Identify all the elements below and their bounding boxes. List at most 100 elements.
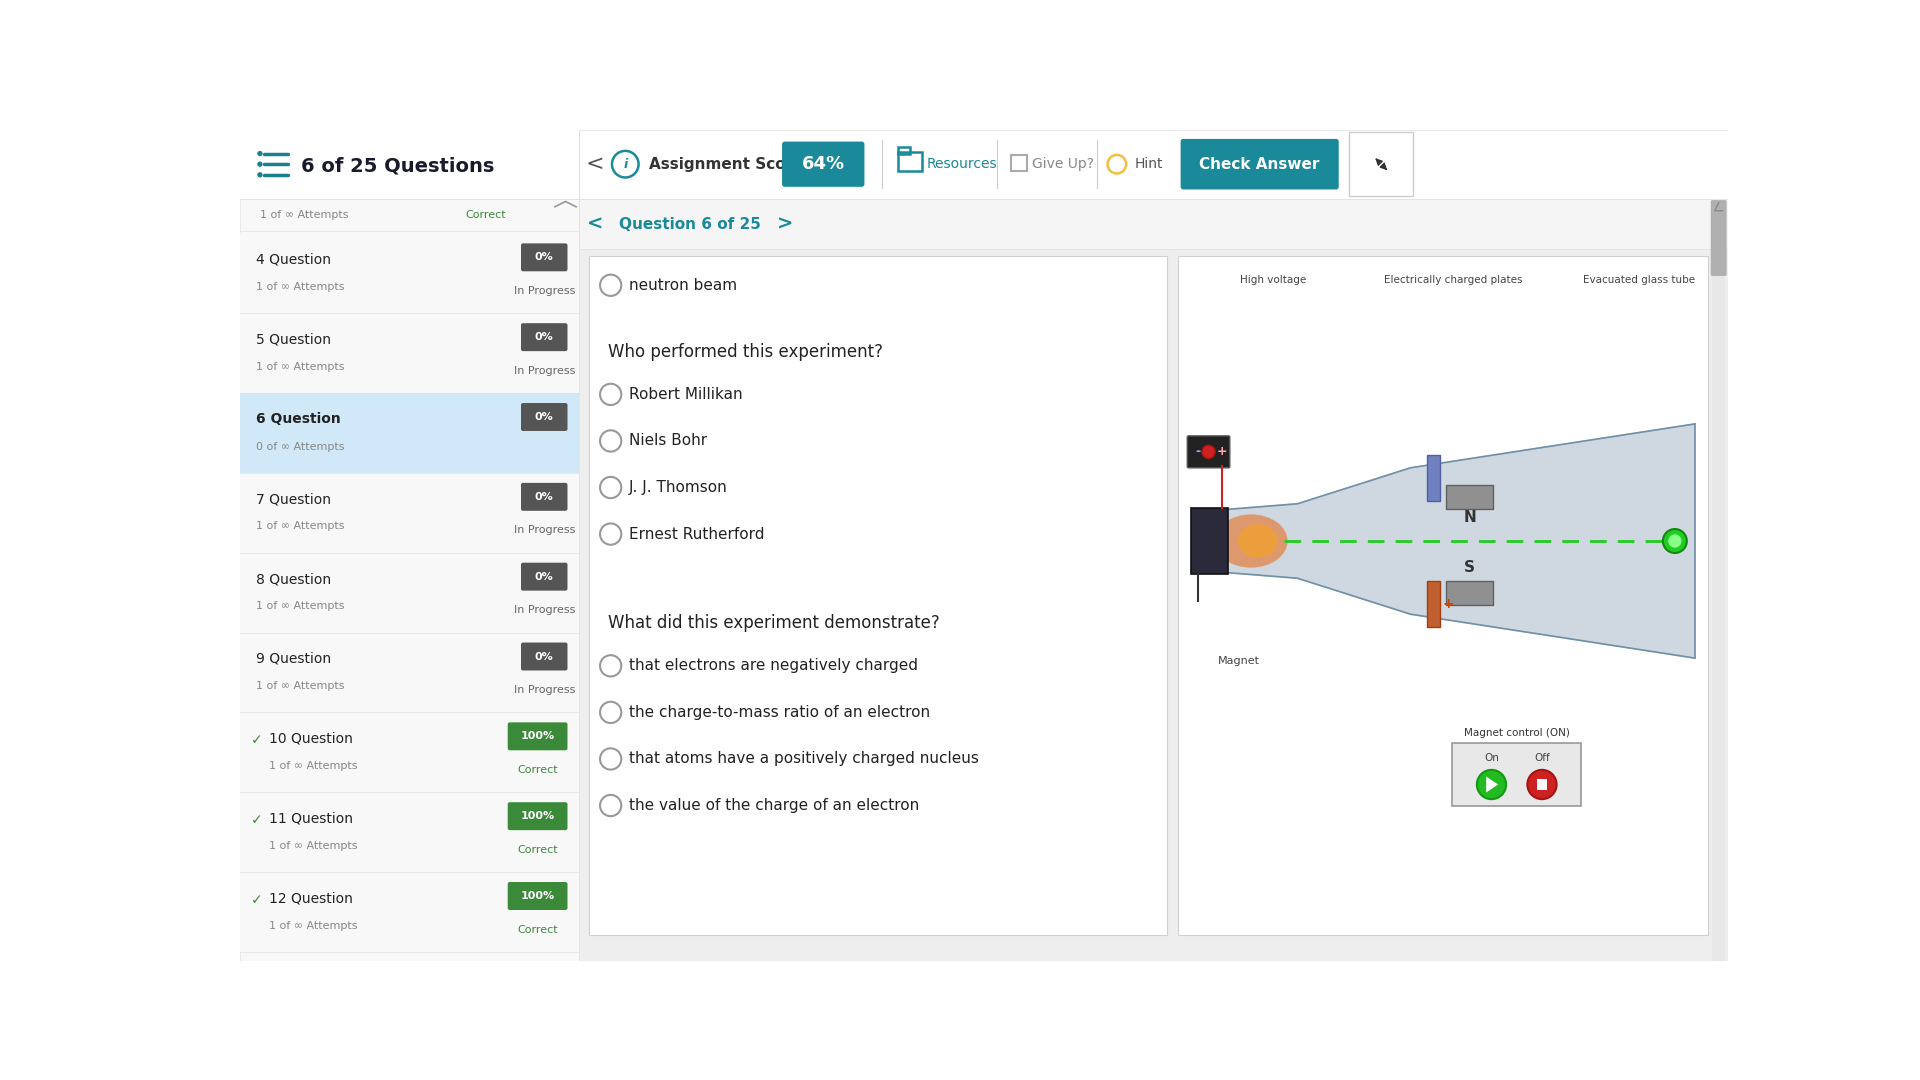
Text: 10 Question: 10 Question [269, 732, 353, 745]
Circle shape [1663, 529, 1688, 553]
Text: that electrons are negatively charged: that electrons are negatively charged [630, 659, 918, 673]
FancyBboxPatch shape [520, 243, 568, 271]
Text: N: N [1463, 510, 1476, 525]
FancyBboxPatch shape [1713, 199, 1726, 961]
FancyBboxPatch shape [589, 256, 1167, 934]
Text: 11 Question: 11 Question [269, 811, 353, 825]
Text: 1 of ∞ Attempts: 1 of ∞ Attempts [269, 840, 357, 851]
Text: 0%: 0% [536, 491, 553, 502]
FancyBboxPatch shape [240, 130, 578, 199]
Circle shape [1668, 535, 1682, 548]
Text: 1 of ∞ Attempts: 1 of ∞ Attempts [259, 210, 348, 219]
Text: 1 of ∞ Attempts: 1 of ∞ Attempts [255, 282, 344, 292]
FancyBboxPatch shape [1350, 132, 1413, 197]
Text: Ernest Rutherford: Ernest Rutherford [630, 527, 764, 541]
Text: 100%: 100% [520, 731, 555, 741]
Text: Off: Off [1534, 753, 1549, 762]
Text: 4 Question: 4 Question [255, 253, 330, 267]
Text: Who performed this experiment?: Who performed this experiment? [609, 342, 883, 361]
FancyBboxPatch shape [240, 633, 578, 713]
FancyBboxPatch shape [507, 802, 568, 831]
Text: Robert Millikan: Robert Millikan [630, 387, 743, 402]
FancyBboxPatch shape [1446, 581, 1494, 605]
FancyBboxPatch shape [1427, 581, 1440, 627]
FancyBboxPatch shape [1536, 779, 1548, 789]
Text: 0%: 0% [536, 253, 553, 262]
Ellipse shape [1215, 514, 1288, 568]
FancyBboxPatch shape [240, 130, 1728, 199]
FancyBboxPatch shape [1187, 436, 1231, 468]
Text: +: + [1217, 445, 1227, 458]
Text: 0%: 0% [536, 651, 553, 662]
Text: +: + [1442, 596, 1453, 610]
FancyBboxPatch shape [240, 713, 578, 793]
Text: -: - [1196, 445, 1200, 458]
FancyBboxPatch shape [520, 563, 568, 591]
Text: ✓: ✓ [252, 893, 263, 907]
Text: 1 of ∞ Attempts: 1 of ∞ Attempts [255, 602, 344, 611]
Text: 1 of ∞ Attempts: 1 of ∞ Attempts [255, 362, 344, 372]
FancyBboxPatch shape [240, 473, 578, 553]
Text: 6 of 25 Questions: 6 of 25 Questions [301, 156, 495, 175]
Text: On: On [1484, 753, 1500, 762]
Text: the value of the charge of an electron: the value of the charge of an electron [630, 798, 920, 813]
Text: Correct: Correct [516, 765, 559, 774]
Text: In Progress: In Progress [513, 605, 574, 616]
FancyBboxPatch shape [240, 233, 578, 313]
Text: 0%: 0% [536, 333, 553, 342]
Text: 100%: 100% [520, 811, 555, 821]
Text: Correct: Correct [516, 924, 559, 934]
Text: High voltage: High voltage [1240, 274, 1306, 285]
Text: 0 of ∞ Attempts: 0 of ∞ Attempts [255, 442, 344, 451]
Text: 7 Question: 7 Question [255, 492, 330, 507]
Text: that atoms have a positively charged nucleus: that atoms have a positively charged nuc… [630, 752, 979, 767]
Text: 12 Question: 12 Question [269, 891, 353, 905]
FancyBboxPatch shape [1711, 200, 1726, 276]
Text: >: > [776, 215, 793, 233]
Circle shape [257, 172, 263, 177]
Text: 1 of ∞ Attempts: 1 of ∞ Attempts [255, 681, 344, 691]
Text: 6 Question: 6 Question [255, 413, 340, 427]
Text: Hint: Hint [1135, 158, 1164, 172]
Text: i: i [624, 159, 628, 172]
Text: <: < [586, 154, 605, 174]
Text: Correct: Correct [516, 845, 559, 854]
FancyBboxPatch shape [1181, 139, 1338, 189]
Text: neutron beam: neutron beam [630, 278, 737, 293]
FancyBboxPatch shape [1190, 508, 1229, 575]
Circle shape [1202, 445, 1215, 459]
Text: 0%: 0% [536, 411, 553, 422]
Text: ✓: ✓ [252, 733, 263, 747]
FancyBboxPatch shape [520, 483, 568, 511]
FancyBboxPatch shape [1179, 256, 1709, 934]
Text: Electrically charged plates: Electrically charged plates [1384, 274, 1523, 285]
Text: Check Answer: Check Answer [1200, 157, 1319, 172]
Text: What did this experiment demonstrate?: What did this experiment demonstrate? [609, 615, 939, 632]
Text: J. J. Thomson: J. J. Thomson [630, 480, 728, 495]
FancyBboxPatch shape [240, 313, 578, 393]
Text: Resources: Resources [927, 158, 998, 172]
Text: 9 Question: 9 Question [255, 652, 330, 666]
Text: 1 of ∞ Attempts: 1 of ∞ Attempts [269, 761, 357, 771]
Polygon shape [1486, 777, 1498, 793]
FancyBboxPatch shape [507, 723, 568, 751]
FancyBboxPatch shape [240, 553, 578, 633]
Text: 1 of ∞ Attempts: 1 of ∞ Attempts [269, 920, 357, 931]
Text: In Progress: In Progress [513, 366, 574, 376]
FancyBboxPatch shape [1446, 485, 1494, 509]
FancyBboxPatch shape [240, 199, 578, 961]
Text: Evacuated glass tube: Evacuated glass tube [1584, 274, 1695, 285]
FancyBboxPatch shape [240, 393, 578, 473]
Text: In Progress: In Progress [513, 525, 574, 536]
Text: Question 6 of 25: Question 6 of 25 [618, 217, 760, 231]
Text: In Progress: In Progress [513, 286, 574, 296]
FancyBboxPatch shape [520, 403, 568, 431]
FancyBboxPatch shape [520, 323, 568, 351]
FancyBboxPatch shape [240, 793, 578, 872]
Text: 100%: 100% [520, 891, 555, 901]
Text: Niels Bohr: Niels Bohr [630, 433, 707, 448]
FancyBboxPatch shape [507, 882, 568, 910]
Circle shape [257, 162, 263, 166]
Text: 8 Question: 8 Question [255, 572, 330, 586]
Circle shape [257, 151, 263, 157]
